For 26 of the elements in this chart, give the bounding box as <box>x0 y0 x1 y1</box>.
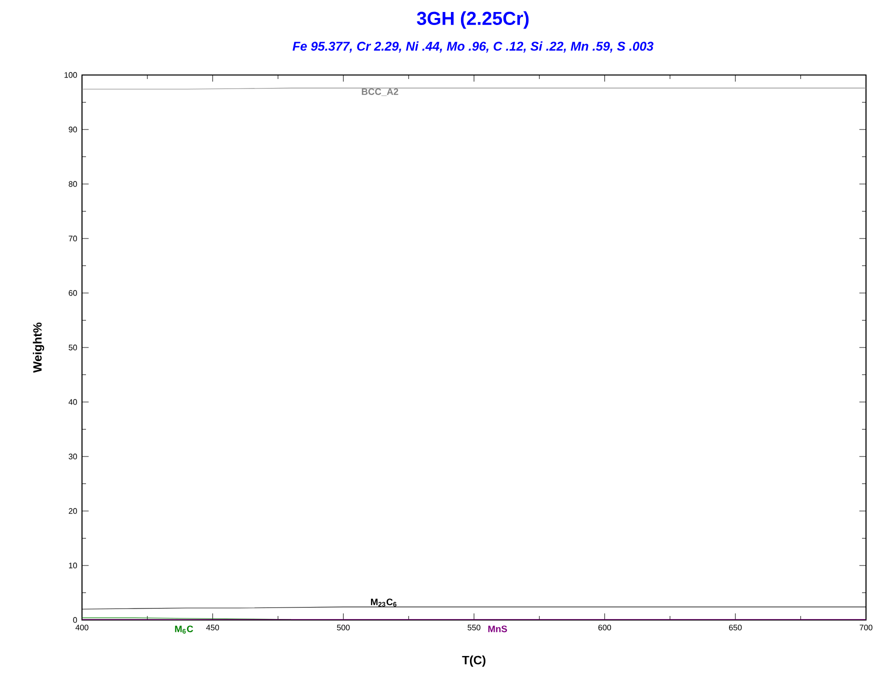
x-tick-label: 700 <box>860 624 872 630</box>
y-tick-label: 0 <box>73 617 77 623</box>
y-tick-label: 30 <box>68 454 77 460</box>
series-label: MnS <box>488 626 508 632</box>
series-label: M$_{6}$C <box>175 626 194 634</box>
chart-subtitle: Fe 95.377, Cr 2.29, Ni .44, Mo .96, C .12, Si .22, Mn .59, S .003 <box>292 41 654 53</box>
series-label: BCC_A2 <box>362 88 398 96</box>
y-tick-label: 40 <box>68 399 77 405</box>
x-tick-label: 450 <box>206 624 220 630</box>
y-tick-label: 50 <box>68 344 77 350</box>
x-tick-label: 550 <box>468 624 480 630</box>
x-axis-title: T(C) <box>462 656 486 667</box>
y-tick-label: 10 <box>69 562 77 568</box>
series-label: M$_{23}$C$_{6}$ <box>370 598 396 607</box>
y-tick-label: 20 <box>68 508 77 514</box>
chart-title: 3GH (2.25Cr) <box>416 11 529 29</box>
y-tick-label: 100 <box>64 72 77 78</box>
y-tick-label: 60 <box>68 290 77 296</box>
x-tick-label: 500 <box>336 624 350 630</box>
x-tick-label: 600 <box>598 624 612 630</box>
x-tick-label: 400 <box>76 624 88 630</box>
y-tick-label: 90 <box>68 126 77 132</box>
y-tick-label: 80 <box>68 181 77 187</box>
x-tick-label: 650 <box>729 624 742 630</box>
y-axis-title: Weight% <box>32 322 44 373</box>
y-tick-label: 70 <box>68 236 77 242</box>
